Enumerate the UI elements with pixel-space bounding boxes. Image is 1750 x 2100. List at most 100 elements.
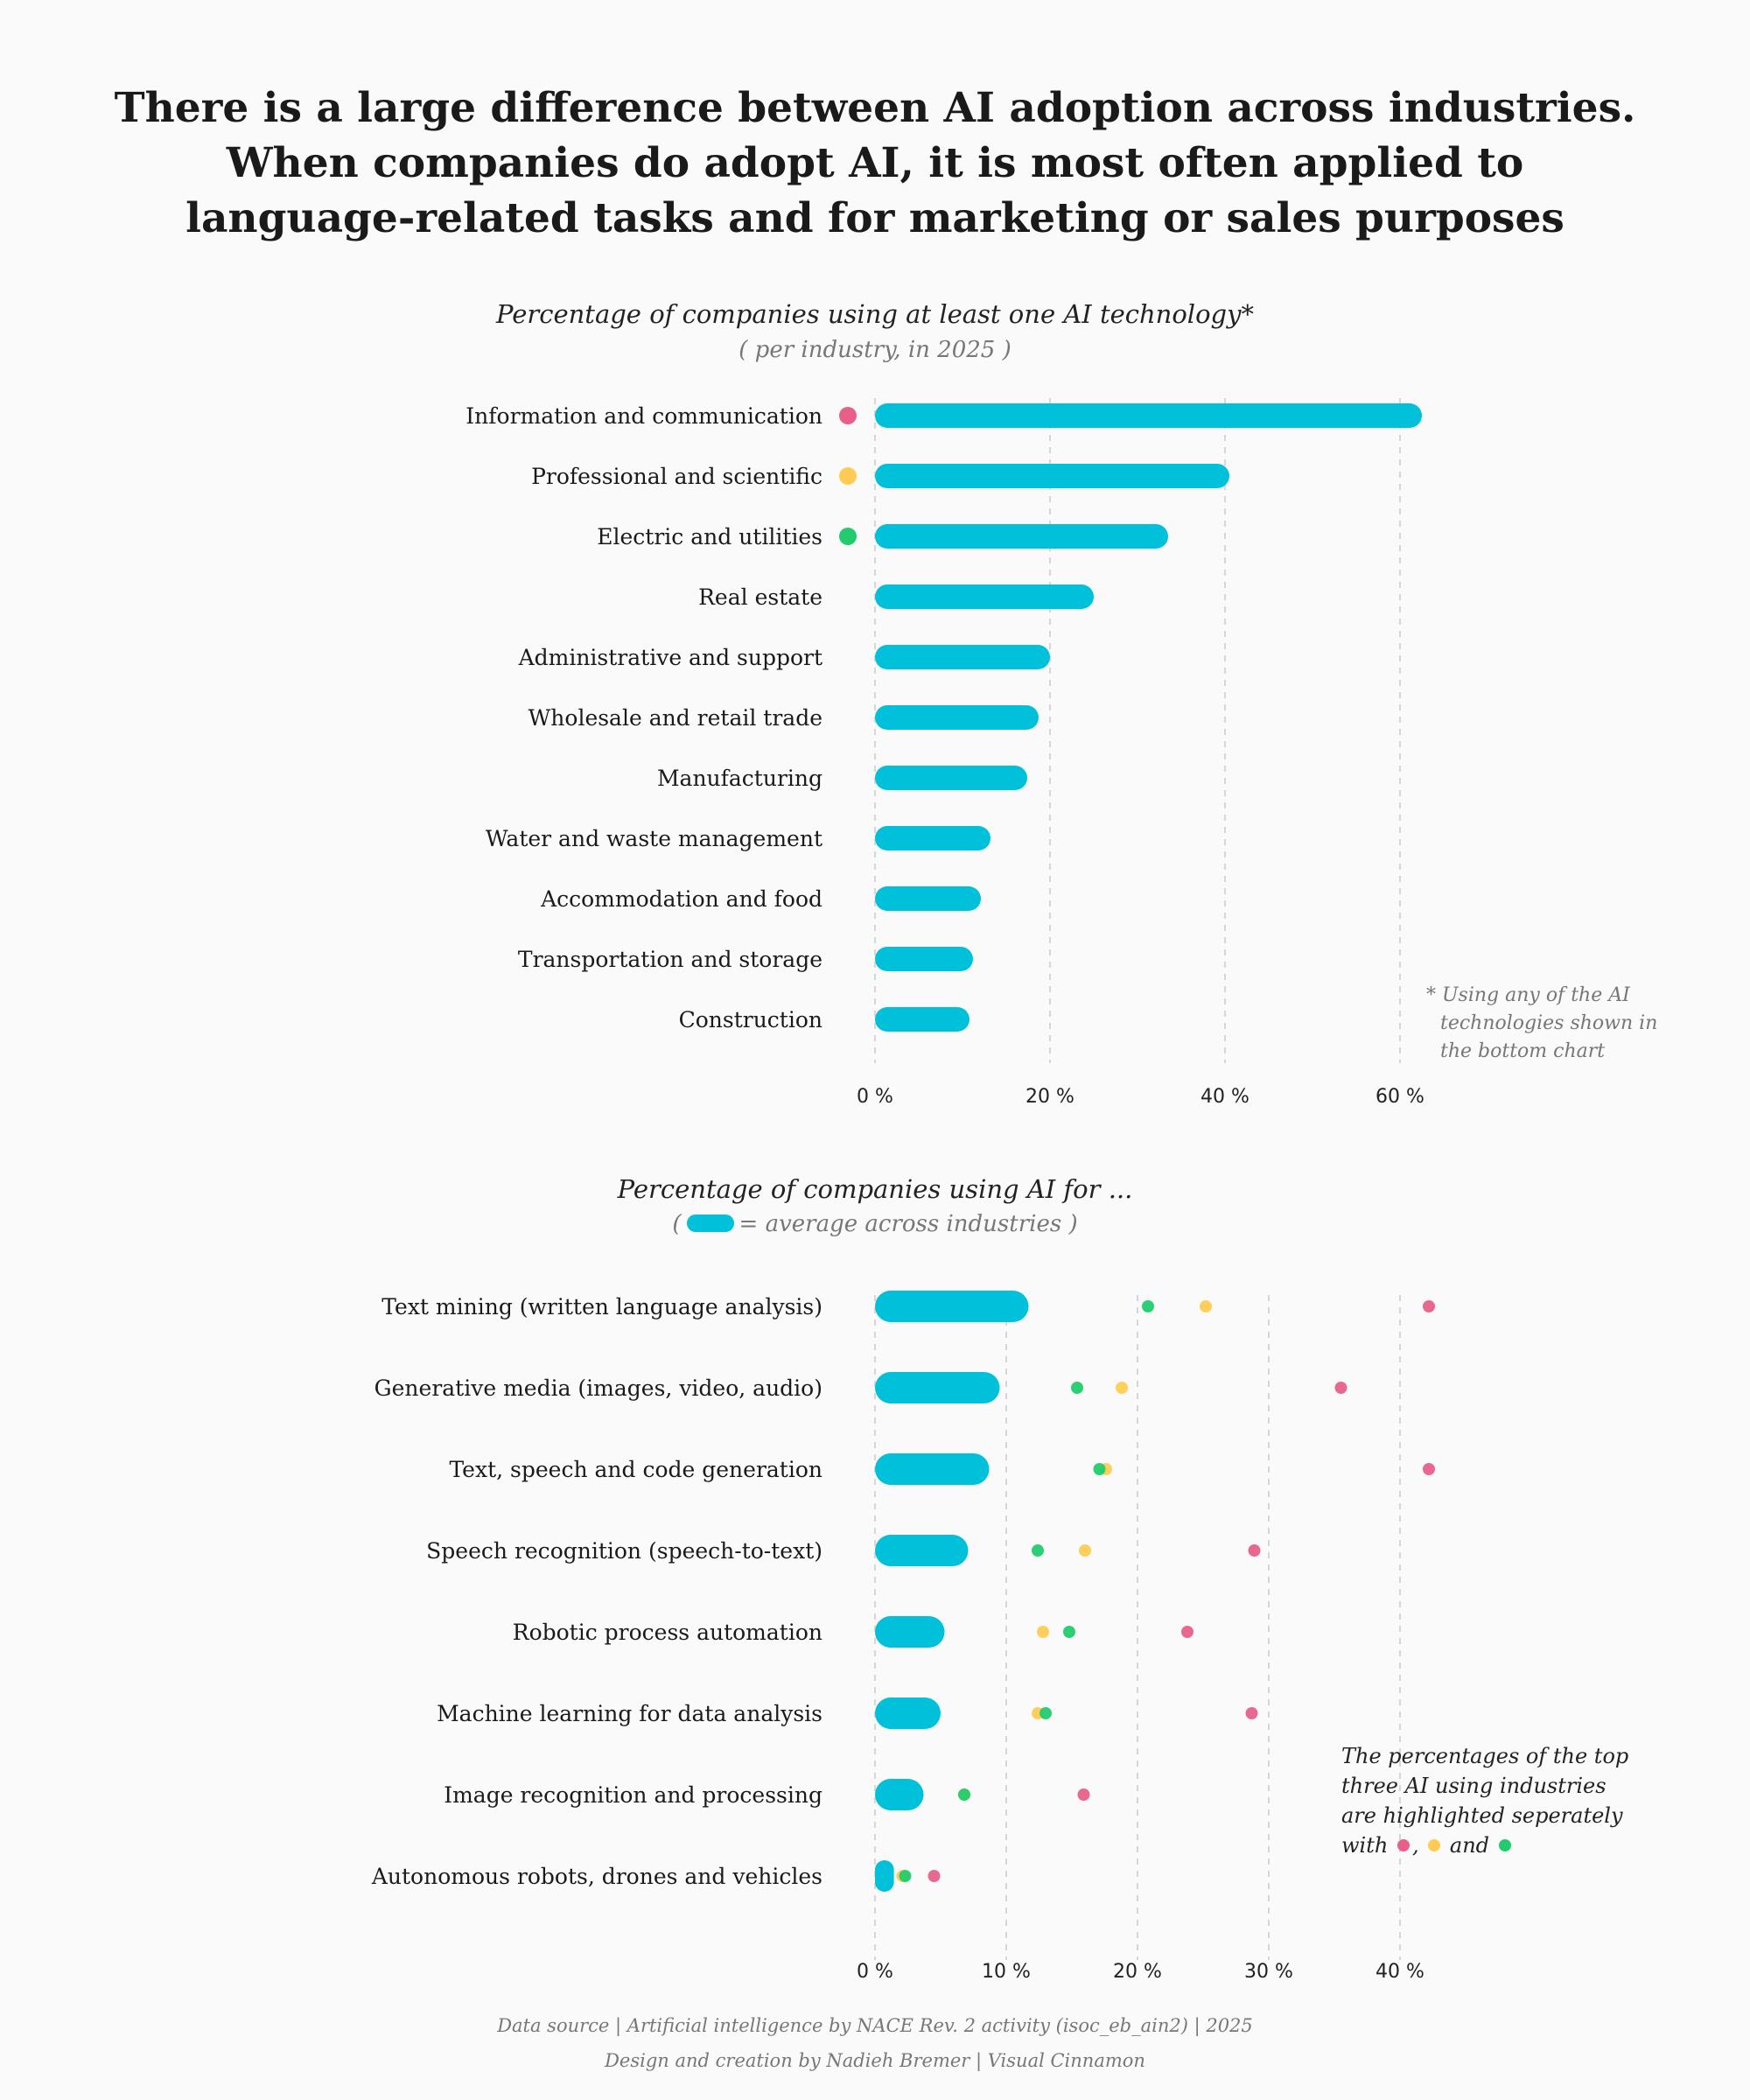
top1-dot-icon [1396, 1839, 1410, 1852]
chart1-title: Percentage of companies using at least o… [495, 299, 1254, 329]
footer-credit: Design and creation by Nadieh Bremer | V… [605, 2050, 1145, 2071]
chart2-subtitle: ( = average across industries ) [262, 1211, 1488, 1237]
bar [875, 645, 1050, 669]
average-bar [875, 1860, 894, 1892]
average-bar [875, 1535, 969, 1566]
category-label: Information and communication [466, 403, 822, 429]
bar [875, 584, 1094, 609]
average-legend-swatch [686, 1214, 734, 1232]
category-label: Speech recognition (speech-to-text) [426, 1538, 822, 1564]
category-label: Accommodation and food [540, 886, 822, 912]
industry-dot [1181, 1626, 1194, 1638]
category-label: Autonomous robots, drones and vehicles [371, 1864, 822, 1889]
x-tick-label: 20 % [1026, 1086, 1074, 1108]
title-line: There is a large difference between AI a… [114, 84, 1636, 132]
page-title: There is a large difference between AI a… [88, 80, 1662, 246]
industry-dot [1037, 1626, 1049, 1638]
category-label: Machine learning for data analysis [437, 1701, 822, 1726]
x-tick-label: 20 % [1113, 1961, 1162, 1983]
legend-open: ( [672, 1211, 682, 1237]
industry-dot [1071, 1382, 1083, 1394]
footnote-line: technologies shown in [1440, 1012, 1658, 1034]
industry-dot [1116, 1382, 1128, 1394]
industry-dot [1063, 1626, 1075, 1638]
category-label: Robotic process automation [513, 1620, 822, 1645]
bar [875, 705, 1039, 730]
industry-adoption-chart: 0 % 20 % 40 % 60 % Information and communica… [466, 398, 1424, 1108]
category-label: Construction [679, 1007, 822, 1032]
x-tick-label: 10 % [982, 1961, 1031, 1983]
chart1-footnote: * Using any of the AI technologies shown… [1426, 982, 1657, 1066]
industry-dot [1248, 1544, 1261, 1557]
industry-dot [1423, 1300, 1435, 1312]
average-bar [875, 1779, 924, 1810]
category-label: Text, speech and code generation [449, 1457, 822, 1482]
category-label: Professional and scientific [531, 464, 822, 489]
note-with: with [1341, 1833, 1389, 1858]
top3-dot-icon [1498, 1839, 1511, 1852]
title-line: When companies do adopt AI, it is most o… [226, 139, 1524, 187]
title-line: language-related tasks and for marketing… [186, 194, 1564, 242]
bar [875, 766, 1027, 790]
industry-dot [1142, 1300, 1154, 1312]
category-label: Image recognition and processing [444, 1782, 822, 1808]
note-and: and [1449, 1833, 1490, 1858]
average-bar [875, 1453, 990, 1485]
industry-dot [1032, 1544, 1044, 1557]
average-bar [875, 1291, 1029, 1322]
chart2-title: Percentage of companies using AI for ... [617, 1174, 1133, 1204]
bar [875, 403, 1422, 428]
highlight-dot [839, 407, 857, 424]
category-label: Manufacturing [657, 766, 822, 791]
footnote-line: the bottom chart [1440, 1040, 1606, 1062]
footer-source: Data source | Artificial intelligence by… [497, 2015, 1253, 2036]
bar [875, 464, 1229, 488]
highlight-dot [839, 528, 857, 545]
industry-dot [1245, 1707, 1258, 1719]
bar [875, 947, 973, 971]
industry-dot [958, 1788, 970, 1801]
industry-dot [1334, 1382, 1348, 1394]
ai-usage-chart: 0 % 10 % 20 % 30 % 40 % Text mining (written … [371, 1291, 1435, 1983]
footnote-line: * Using any of the AI [1426, 984, 1630, 1006]
note-line: three AI using industries [1341, 1774, 1606, 1798]
x-tick-label: 30 % [1244, 1961, 1293, 1983]
category-label: Real estate [698, 584, 822, 610]
industry-dot [1200, 1300, 1212, 1312]
top2-dot-icon [1428, 1839, 1441, 1852]
bar [875, 886, 981, 911]
note-line: with , and [1341, 1830, 1628, 1860]
industry-dot [1093, 1463, 1106, 1475]
average-bar [875, 1616, 945, 1648]
industry-dot [1077, 1788, 1090, 1801]
category-label: Transportation and storage [518, 947, 822, 972]
bar [875, 1007, 970, 1032]
x-tick-label: 0 % [857, 1086, 893, 1108]
note-comma: , [1411, 1833, 1419, 1858]
bar [875, 826, 990, 850]
category-label: Text mining (written language analysis) [382, 1294, 822, 1320]
industry-dot [1423, 1463, 1435, 1475]
industry-dot [1079, 1544, 1091, 1557]
category-label: Water and waste management [486, 826, 822, 851]
category-label: Wholesale and retail trade [528, 705, 822, 731]
industry-dot [928, 1870, 941, 1882]
highlight-note: The percentages of the top three AI usin… [1341, 1741, 1628, 1860]
category-label: Generative media (images, video, audio) [374, 1376, 822, 1401]
industry-dot [1040, 1707, 1052, 1719]
legend-text: = average across industries ) [738, 1211, 1078, 1237]
average-bar [875, 1372, 1000, 1404]
industry-dot [899, 1870, 912, 1882]
note-line: The percentages of the top [1341, 1744, 1629, 1768]
category-label: Electric and utilities [597, 524, 822, 550]
note-line: are highlighted seperately [1341, 1803, 1623, 1828]
x-tick-label: 40 % [1200, 1086, 1250, 1108]
highlight-dot [839, 467, 857, 485]
chart1-subtitle: ( per industry, in 2025 ) [738, 337, 1012, 363]
x-tick-label: 0 % [857, 1961, 893, 1983]
average-bar [875, 1698, 941, 1729]
x-tick-label: 40 % [1376, 1961, 1424, 1983]
x-tick-label: 60 % [1376, 1086, 1424, 1108]
bar [875, 524, 1168, 549]
